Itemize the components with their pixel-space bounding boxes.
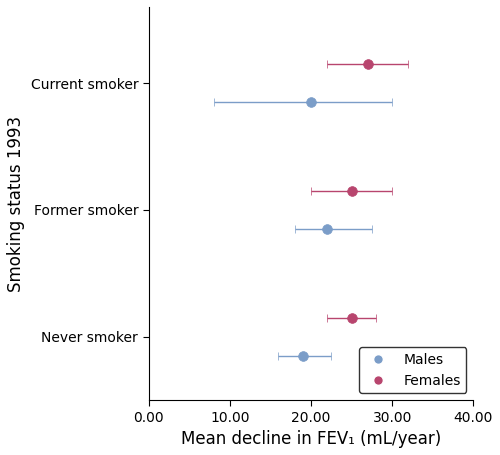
Legend: Males, Females: Males, Females [359, 347, 467, 393]
X-axis label: Mean decline in FEV₁ (mL/year): Mean decline in FEV₁ (mL/year) [181, 430, 441, 448]
Y-axis label: Smoking status 1993: Smoking status 1993 [7, 116, 25, 292]
